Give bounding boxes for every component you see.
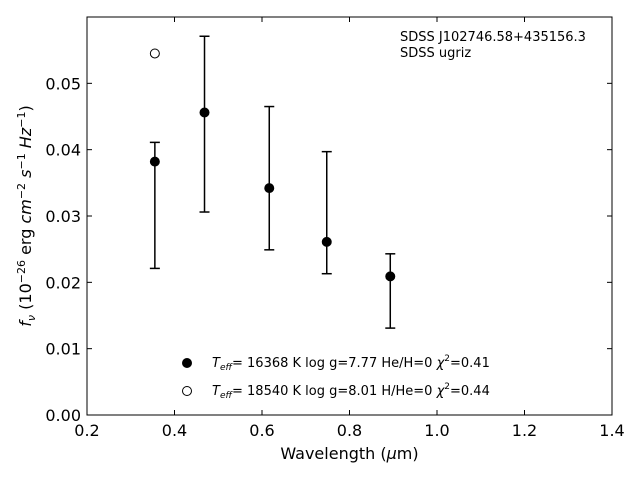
model-point-filled: [149, 156, 160, 167]
x-tick-label: 1.0: [424, 421, 449, 440]
model-point-open: [149, 48, 160, 59]
error-bars: [149, 35, 396, 329]
y-tick-label: 0.05: [45, 74, 81, 93]
x-tick-label: 0.8: [337, 421, 362, 440]
data-points: [149, 48, 396, 282]
x-tick-label: 0.2: [74, 421, 99, 440]
x-tick-label: 0.4: [162, 421, 187, 440]
y-tick-label: 0.02: [45, 273, 81, 292]
x-axis-label: Wavelength (μm): [280, 444, 418, 463]
x-tick-label: 1.4: [599, 421, 624, 440]
legend-marker-filled: [182, 358, 192, 368]
axis-ticks: 0.2 0.4 0.6 0.8 1.0 1.2 1.4 0.00 0.01 0.02 0.03 0.0…: [45, 17, 625, 440]
model-point-filled: [385, 271, 396, 282]
y-tick-label: 0.00: [45, 406, 81, 425]
legend-entry-1: Teff= 16368 K log g=7.77 He/H=0 χ2=0.41: [212, 354, 490, 373]
legend: Teff= 16368 K log g=7.77 He/H=0 χ2=0.41 …: [182, 354, 490, 401]
y-tick-label: 0.03: [45, 207, 81, 226]
x-tick-label: 0.6: [249, 421, 274, 440]
y-tick-label: 0.01: [45, 340, 81, 359]
legend-marker-open: [182, 386, 192, 396]
model-point-filled: [199, 107, 210, 118]
x-tick-label: 1.2: [512, 421, 537, 440]
legend-entry-2: Teff= 18540 K log g=8.01 H/He=0 χ2=0.44: [212, 382, 490, 401]
model-point-filled: [264, 183, 275, 194]
y-axis-label: fν (10−26 erg cm−2 s−1 Hz−1): [15, 105, 38, 326]
annotation-line-1: SDSS J102746.58+435156.3: [400, 30, 586, 45]
y-tick-label: 0.04: [45, 141, 81, 160]
annotation-line-2: SDSS ugriz: [400, 46, 471, 61]
model-point-filled: [321, 236, 332, 247]
